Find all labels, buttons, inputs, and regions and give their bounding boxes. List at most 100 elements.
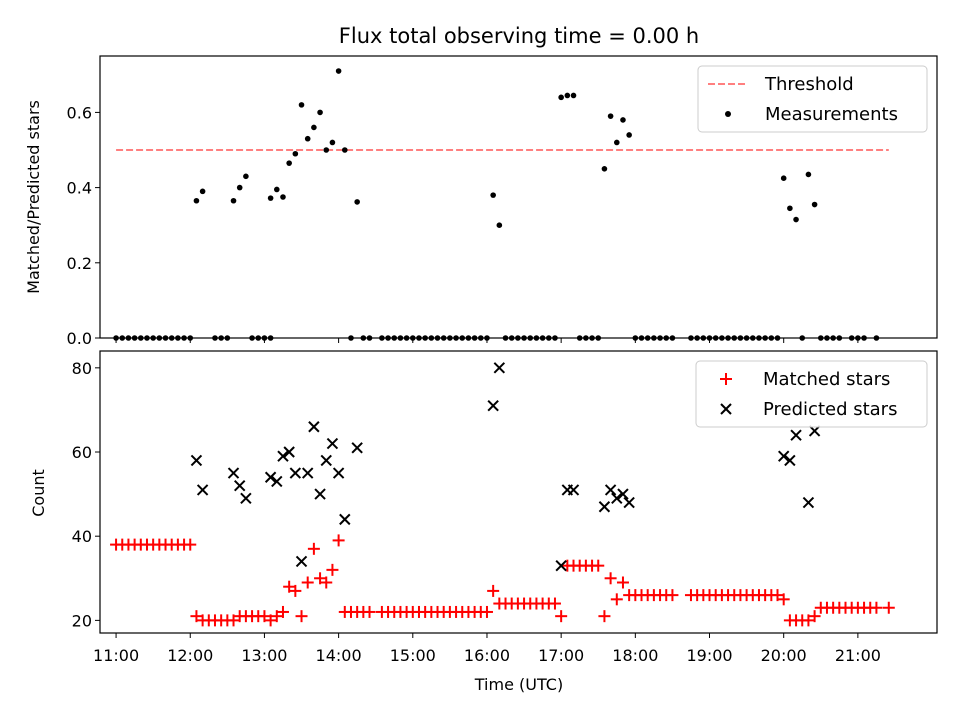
matched-star-point <box>610 593 623 606</box>
matched-star-point <box>363 605 376 618</box>
bottom-xtick-label: 13:00 <box>241 646 287 665</box>
predicted-star-point <box>320 454 332 467</box>
predicted-star-point <box>271 475 283 488</box>
measurement-point <box>323 147 330 153</box>
predicted-star-point <box>295 555 308 568</box>
matched-star-point <box>283 580 296 593</box>
bottom-xtick-label: 17:00 <box>538 646 584 665</box>
measurement-point <box>230 197 237 204</box>
top-ytick-label: 0.0 <box>67 329 92 348</box>
predicted-star-point <box>196 484 209 496</box>
predicted-star-point <box>339 513 351 526</box>
matched-star-point <box>295 610 308 623</box>
top-ytick-label: 0.4 <box>67 179 92 198</box>
measurement-point <box>787 205 793 212</box>
measurement-point <box>317 109 323 116</box>
top-ytick-label: 0.6 <box>67 103 92 122</box>
measurement-point <box>193 197 200 204</box>
legend-predicted-label: Predicted stars <box>763 399 897 420</box>
measurement-point <box>811 201 818 208</box>
measurement-point <box>564 92 571 99</box>
measurement-point <box>780 175 787 181</box>
matched-star-point <box>480 605 493 618</box>
bottom-xtick-label: 15:00 <box>390 646 436 665</box>
top-y-axis-label: Matched/Predicted stars <box>24 100 43 294</box>
measurement-point <box>805 171 812 178</box>
bottom-panel: Count Time (UTC) 20 40 60 80 11:00 12:00 13:0… <box>29 350 938 694</box>
predicted-star-point <box>289 467 302 479</box>
matched-star-point <box>802 614 815 627</box>
matched-star-point <box>487 584 500 597</box>
measurement-point <box>341 147 348 153</box>
matched-star-point <box>870 601 883 614</box>
matched-star-point <box>771 589 784 602</box>
predicted-star-point <box>567 484 580 496</box>
measurement-point <box>298 102 305 108</box>
matched-star-point <box>326 563 339 576</box>
predicted-star-point <box>264 471 277 483</box>
matched-star-point <box>808 610 821 623</box>
bottom-ytick-label: 80 <box>72 359 92 378</box>
measurement-point <box>329 139 336 146</box>
measurement-point <box>267 195 274 201</box>
bottom-xtick-label: 19:00 <box>686 646 732 665</box>
bottom-legend-box <box>695 360 928 428</box>
matched-star-point <box>592 559 605 572</box>
bottom-xtick-label: 18:00 <box>612 646 658 665</box>
top-legend: Threshold Measurements <box>697 65 928 133</box>
matched-star-point <box>314 572 327 585</box>
measurement-point <box>607 113 614 119</box>
bottom-xtick-label: 21:00 <box>835 646 881 665</box>
matched-star-point <box>184 538 197 551</box>
predicted-star-point <box>190 454 203 467</box>
predicted-star-point <box>802 496 815 509</box>
matched-star-point <box>190 610 203 623</box>
measurement-point <box>613 139 620 146</box>
matched-star-point <box>555 610 568 623</box>
predicted-star-point <box>277 450 289 462</box>
bottom-y-axis-label: Count <box>29 469 48 517</box>
predicted-star-point <box>332 467 345 479</box>
bottom-xtick-label: 20:00 <box>761 646 807 665</box>
measurement-point <box>793 216 799 223</box>
measurement-point <box>243 173 249 180</box>
predicted-star-point <box>283 446 295 458</box>
bottom-ytick-label: 40 <box>72 527 92 546</box>
predicted-star-point <box>604 484 617 496</box>
chart-title: Flux total observing time = 0.00 h <box>339 24 699 48</box>
bottom-legend: Matched stars Predicted stars <box>695 360 928 428</box>
matched-star-point <box>332 534 345 547</box>
matched-star-point <box>227 614 240 627</box>
top-ytick-label: 0.2 <box>67 254 92 273</box>
measurement-point <box>199 188 206 195</box>
measurement-point <box>490 192 496 198</box>
matched-star-point <box>301 576 314 589</box>
bottom-y-ticks: 20 40 60 80 <box>72 359 100 630</box>
predicted-star-point <box>808 425 821 437</box>
bottom-ytick-label: 20 <box>72 611 92 630</box>
bottom-axes-frame <box>99 350 938 634</box>
top-x-ticks <box>115 338 859 343</box>
predicted-star-point <box>784 454 796 467</box>
predicted-star-point <box>611 492 623 505</box>
measurement-point <box>292 150 299 157</box>
measurement-point <box>311 124 317 131</box>
predicted-star-point <box>790 429 802 441</box>
legend-matched-label: Matched stars <box>763 369 890 390</box>
matched-star-point <box>289 584 302 597</box>
matched-star-point <box>320 576 333 589</box>
predicted-star-point <box>240 492 252 505</box>
matched-star-point <box>264 614 277 627</box>
legend-measurements-label: Measurements <box>765 104 898 125</box>
bottom-xtick-label: 14:00 <box>316 646 362 665</box>
matched-star-point <box>258 610 271 623</box>
measurement-point <box>273 186 280 193</box>
matched-star-point <box>604 572 617 585</box>
predicted-star-point <box>314 488 326 500</box>
measurement-point <box>570 92 577 99</box>
matched-star-point <box>598 610 611 623</box>
measurement-point <box>286 160 292 166</box>
matched-star-point <box>276 605 289 618</box>
legend-threshold-label: Threshold <box>764 74 854 95</box>
